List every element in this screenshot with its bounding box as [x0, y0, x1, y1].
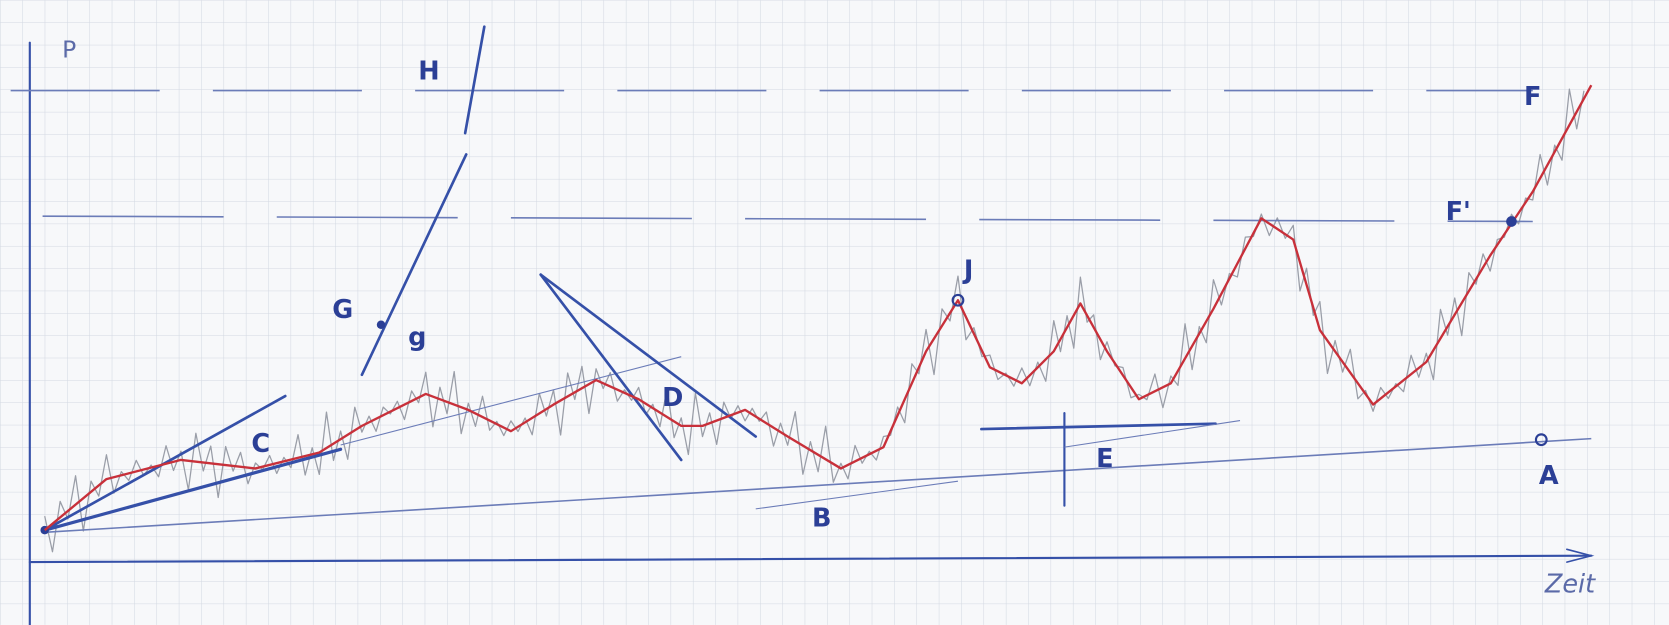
- level-f-prime: [42, 215, 1533, 223]
- trend-line-a: [44, 437, 1592, 534]
- point-f-prime: [1506, 216, 1517, 227]
- guide-line: [340, 356, 682, 446]
- tangent-d2: [539, 273, 758, 438]
- x-axis: [28, 554, 1593, 564]
- point-a: [1534, 433, 1548, 447]
- label-j: J: [962, 256, 974, 286]
- point-j: [951, 293, 965, 307]
- tangent-e: [980, 422, 1217, 431]
- x-axis-label: Zeit: [1544, 570, 1596, 600]
- tangent-g: [360, 153, 468, 377]
- guide-e: [1064, 420, 1241, 448]
- point-g: [376, 320, 386, 329]
- y-axis-label: P: [62, 36, 76, 64]
- label-g-small: g: [408, 323, 426, 353]
- label-b: B: [812, 504, 831, 534]
- tangent-c2: [43, 447, 343, 532]
- label-c: C: [251, 429, 270, 459]
- label-e: E: [1096, 444, 1113, 474]
- label-h: H: [418, 56, 439, 86]
- label-f: F: [1524, 82, 1541, 112]
- label-a: A: [1539, 461, 1559, 491]
- smoothed-price: [43, 84, 1593, 532]
- label-d: D: [662, 383, 683, 413]
- tangent-h: [463, 25, 486, 135]
- price-noise: [44, 88, 1585, 553]
- tangent-d1: [539, 273, 683, 462]
- trend-line-b: [755, 480, 959, 510]
- label-f-prime: F': [1446, 197, 1471, 227]
- x-arrow: [1566, 548, 1595, 563]
- price-scribble: [44, 88, 1585, 553]
- label-g: G: [332, 295, 353, 325]
